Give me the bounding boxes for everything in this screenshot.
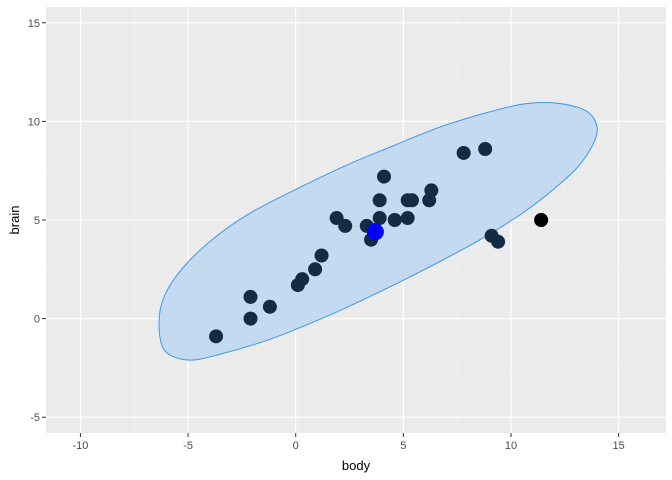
data-point [262, 299, 277, 314]
y-tick-label: 0 [34, 314, 40, 326]
y-tick-label: 5 [34, 215, 40, 227]
x-tick-label: 15 [613, 440, 625, 452]
x-tick-label: -10 [72, 440, 88, 452]
points-layer [209, 142, 549, 344]
data-point [478, 142, 493, 156]
y-tick-label: 10 [28, 116, 40, 128]
y-tick-label: -5 [30, 412, 40, 424]
data-point [308, 262, 323, 277]
x-tick-label: 0 [293, 440, 299, 452]
x-tick-label: 5 [400, 440, 406, 452]
center-point [366, 223, 384, 241]
x-tick-label: 10 [505, 440, 517, 452]
x-tick-label: -5 [183, 440, 193, 452]
y-tick-label: 15 [28, 18, 40, 30]
data-point [372, 211, 387, 226]
data-point [372, 193, 387, 208]
data-point [424, 183, 439, 198]
data-point [387, 213, 402, 227]
data-point [400, 211, 415, 226]
y-axis: -5 0 5 10 15 [28, 18, 46, 424]
data-point [314, 248, 329, 263]
data-point [209, 329, 224, 344]
data-point [456, 145, 471, 160]
data-point [243, 311, 258, 326]
data-point [338, 218, 353, 233]
x-axis-title: body [342, 458, 371, 473]
data-point [404, 193, 419, 208]
x-axis: -10 -5 0 5 10 15 [72, 433, 625, 452]
outlier-point [534, 213, 549, 227]
data-point [243, 289, 258, 304]
data-point [491, 234, 506, 249]
y-axis-title: brain [7, 206, 22, 235]
data-point [376, 169, 391, 184]
data-point [295, 272, 310, 287]
